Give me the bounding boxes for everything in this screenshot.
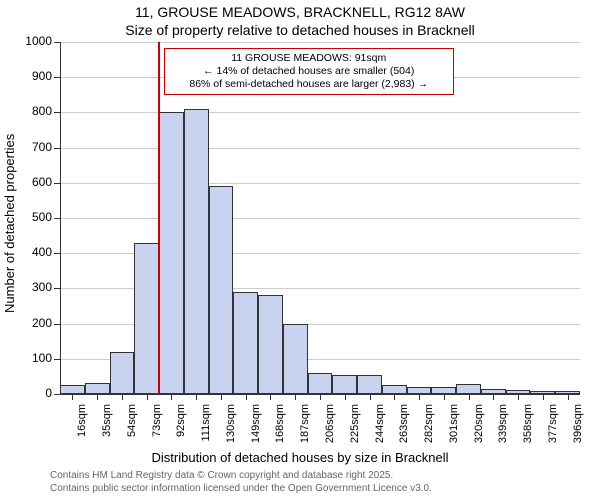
footer-line2: Contains public sector information licen… (50, 483, 432, 494)
y-tick-label: 900 (16, 69, 52, 83)
x-tick-label: 282sqm (423, 404, 435, 448)
chart-title-line2: Size of property relative to detached ho… (0, 22, 600, 38)
histogram-plot: 0100200300400500600700800900100016sqm35s… (60, 42, 580, 394)
histogram-bar (431, 387, 456, 394)
grid-line (60, 218, 580, 219)
histogram-bar (456, 384, 481, 394)
y-tick-label: 300 (16, 280, 52, 294)
histogram-bar (85, 383, 110, 394)
histogram-bar (159, 112, 184, 394)
histogram-bar (407, 387, 432, 394)
x-tick-label: 187sqm (299, 404, 311, 448)
histogram-bar (110, 352, 135, 394)
grid-line (60, 148, 580, 149)
x-tick-label: 225sqm (349, 404, 361, 448)
x-tick-label: 320sqm (473, 404, 485, 448)
histogram-bar (184, 109, 209, 394)
x-tick-label: 168sqm (274, 404, 286, 448)
x-tick-label: 149sqm (250, 404, 262, 448)
grid-line (60, 183, 580, 184)
chart-container: 11, GROUSE MEADOWS, BRACKNELL, RG12 8AW … (0, 0, 600, 500)
annotation-line3: 86% of semi-detached houses are larger (… (171, 78, 447, 91)
y-axis-line (60, 42, 61, 394)
grid-line (60, 42, 580, 43)
y-tick-label: 0 (16, 386, 52, 400)
histogram-bar (308, 373, 333, 394)
y-tick-label: 400 (16, 245, 52, 259)
histogram-bar (283, 324, 308, 394)
x-tick-label: 16sqm (76, 404, 88, 448)
histogram-bar (233, 292, 258, 394)
x-axis-line (60, 394, 580, 395)
x-axis-label: Distribution of detached houses by size … (0, 450, 600, 465)
x-tick-label: 54sqm (126, 404, 138, 448)
reference-line (158, 42, 160, 394)
annotation-box: 11 GROUSE MEADOWS: 91sqm← 14% of detache… (164, 48, 454, 95)
x-tick-label: 206sqm (324, 404, 336, 448)
annotation-line1: 11 GROUSE MEADOWS: 91sqm (171, 52, 447, 65)
histogram-bar (60, 385, 85, 394)
histogram-bar (332, 375, 357, 394)
histogram-bar (382, 385, 407, 394)
chart-title-line1: 11, GROUSE MEADOWS, BRACKNELL, RG12 8AW (0, 4, 600, 20)
x-tick-label: 339sqm (497, 404, 509, 448)
y-tick-label: 600 (16, 175, 52, 189)
x-tick-label: 244sqm (374, 404, 386, 448)
y-tick-label: 700 (16, 140, 52, 154)
y-tick-label: 100 (16, 351, 52, 365)
x-tick-label: 35sqm (101, 404, 113, 448)
grid-line (60, 112, 580, 113)
y-tick-label: 200 (16, 316, 52, 330)
x-tick-label: 111sqm (200, 404, 212, 448)
y-axis-label: Number of detached properties (2, 134, 17, 313)
y-tick-label: 1000 (16, 34, 52, 48)
y-tick-label: 800 (16, 104, 52, 118)
histogram-bar (209, 186, 234, 394)
histogram-bar (357, 375, 382, 394)
x-tick-label: 263sqm (398, 404, 410, 448)
x-tick-label: 130sqm (225, 404, 237, 448)
x-tick-label: 377sqm (547, 404, 559, 448)
x-tick-label: 358sqm (522, 404, 534, 448)
x-tick-label: 73sqm (151, 404, 163, 448)
histogram-bar (134, 243, 159, 394)
x-tick-label: 396sqm (572, 404, 584, 448)
y-tick-label: 500 (16, 210, 52, 224)
footer-line1: Contains HM Land Registry data © Crown c… (50, 470, 393, 481)
histogram-bar (258, 295, 283, 394)
annotation-line2: ← 14% of detached houses are smaller (50… (171, 65, 447, 78)
x-tick-label: 92sqm (175, 404, 187, 448)
x-tick-label: 301sqm (448, 404, 460, 448)
